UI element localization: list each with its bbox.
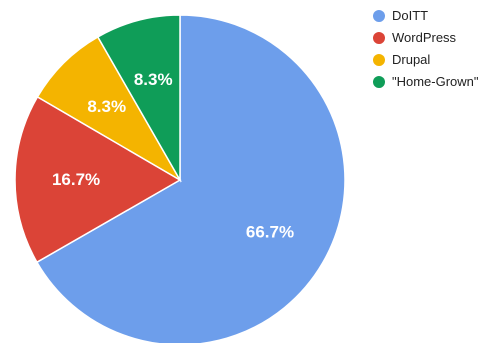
pie-slice-2 [36, 35, 183, 183]
slice-value-label-2: 8.3% [87, 97, 126, 116]
slice-value-label-1: 16.7% [52, 170, 100, 189]
pie-chart: 66.7% 16.7% 8.3% 8.3% [14, 14, 346, 343]
legend-swatch-0 [373, 9, 385, 22]
legend-label-0: DoITT [392, 8, 429, 23]
legend-swatch-1 [373, 31, 385, 44]
legend-label-1: WordPress [392, 30, 457, 45]
legend-swatch-3 [373, 75, 385, 88]
slice-value-label-0: 66.7% [246, 223, 294, 242]
slice-value-label-3: 8.3% [134, 70, 173, 89]
pie-slice-1 [14, 95, 182, 264]
pie-slice-3 [96, 14, 181, 183]
legend-item-0: DoITT [373, 8, 479, 23]
pie-slice-0 [35, 14, 346, 343]
legend-item-2: Drupal [373, 52, 479, 67]
legend-item-1: WordPress [373, 30, 479, 45]
legend-label-3: "Home-Grown" [392, 74, 479, 89]
legend: DoITT WordPress Drupal "Home-Grown" [373, 8, 479, 96]
legend-item-3: "Home-Grown" [373, 74, 479, 89]
legend-swatch-2 [373, 53, 385, 66]
legend-label-2: Drupal [392, 52, 431, 67]
